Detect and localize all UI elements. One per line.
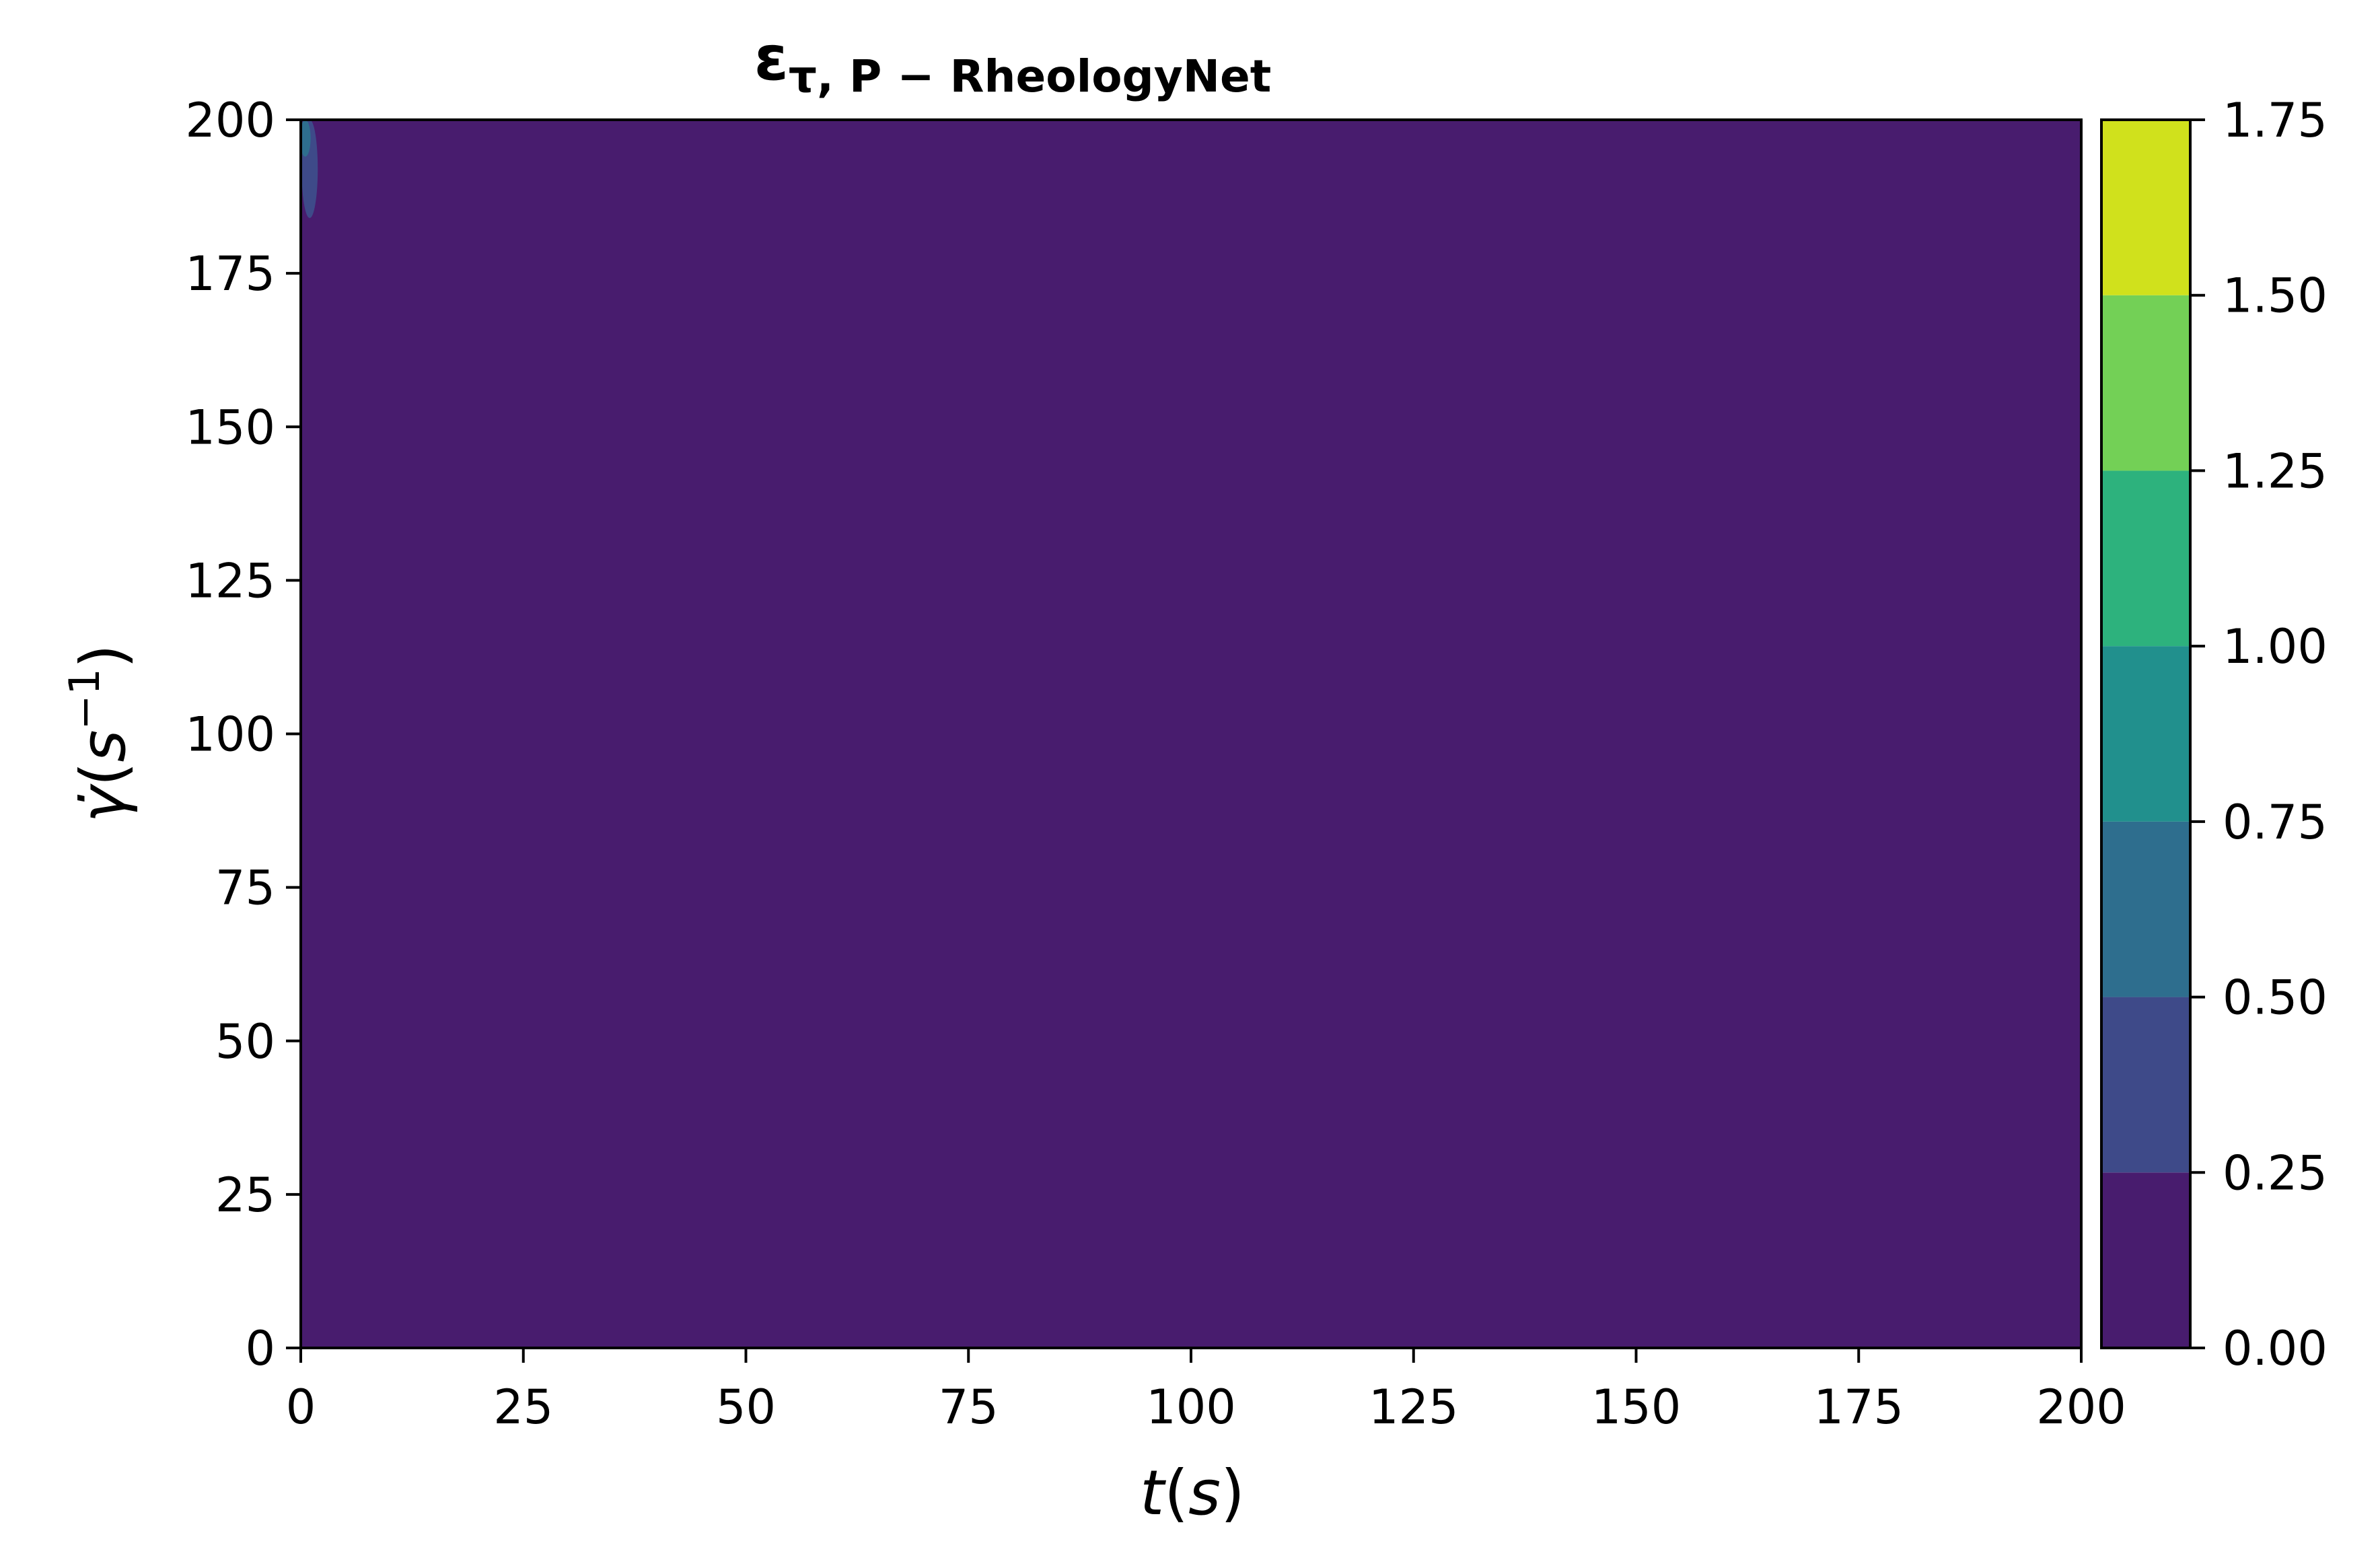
y-tick-label: 0: [245, 1321, 275, 1376]
y-tick-label: 150: [185, 400, 275, 455]
x-tick-label: 25: [493, 1380, 553, 1435]
y-tick-label: 50: [215, 1014, 275, 1069]
colorbar-tick-label: 1.25: [2223, 443, 2328, 499]
chart-title-subscript: τ, P − RheologyNet: [789, 50, 1272, 102]
colorbar-tick-label: 1.00: [2223, 619, 2328, 674]
colorbar-frame: [2100, 118, 2192, 1349]
chart-title: ετ, P − RheologyNet: [754, 22, 1272, 102]
contour-region-1: [299, 120, 311, 157]
y-axis-label: γ̇(s−1): [60, 644, 139, 823]
colorbar-band: [2101, 120, 2190, 295]
y-tick-label: 75: [215, 861, 275, 916]
y-tick-label: 175: [185, 246, 275, 301]
colorbar: 0.00 0.25 0.50 0.75 1.00 1.25 1.50 1.75: [2100, 93, 2328, 1376]
colorbar-band: [2101, 1172, 2190, 1348]
x-axis-label: t(s): [1140, 1457, 1245, 1529]
y-tick-label: 200: [185, 93, 275, 148]
chart-title-main: ε: [754, 22, 789, 94]
x-tick-label: 200: [2036, 1380, 2126, 1435]
colorbar-tick-label: 0.25: [2223, 1145, 2328, 1201]
colorbar-tick-label: 1.50: [2223, 269, 2328, 324]
contour-background: [301, 120, 2081, 1348]
colorbar-band: [2101, 997, 2190, 1173]
y-tick-label: 100: [185, 707, 275, 762]
x-tick-label: 100: [1146, 1380, 1236, 1435]
colorbar-band: [2101, 295, 2190, 471]
y-axis: 0 25 50 75 100 125 150 175 200: [185, 93, 301, 1376]
x-tick-label: 0: [286, 1380, 316, 1435]
x-tick-label: 50: [716, 1380, 776, 1435]
y-tick-label: 125: [185, 553, 275, 608]
x-tick-label: 75: [939, 1380, 999, 1435]
y-tick-label: 25: [215, 1168, 275, 1223]
plot-area: [299, 118, 2083, 1349]
x-tick-label: 175: [1813, 1380, 1904, 1435]
x-tick-label: 125: [1369, 1380, 1459, 1435]
colorbar-tick-label: 1.75: [2223, 93, 2328, 148]
x-tick-label: 150: [1591, 1380, 1682, 1435]
colorbar-tick-label: 0.00: [2223, 1321, 2328, 1376]
colorbar-band: [2101, 821, 2190, 997]
x-axis: 0 25 50 75 100 125 150 175 200: [286, 1348, 2126, 1435]
colorbar-band: [2101, 470, 2190, 647]
colorbar-tick-label: 0.75: [2223, 795, 2328, 850]
colorbar-band: [2101, 646, 2190, 822]
colorbar-tick-label: 0.50: [2223, 970, 2328, 1026]
